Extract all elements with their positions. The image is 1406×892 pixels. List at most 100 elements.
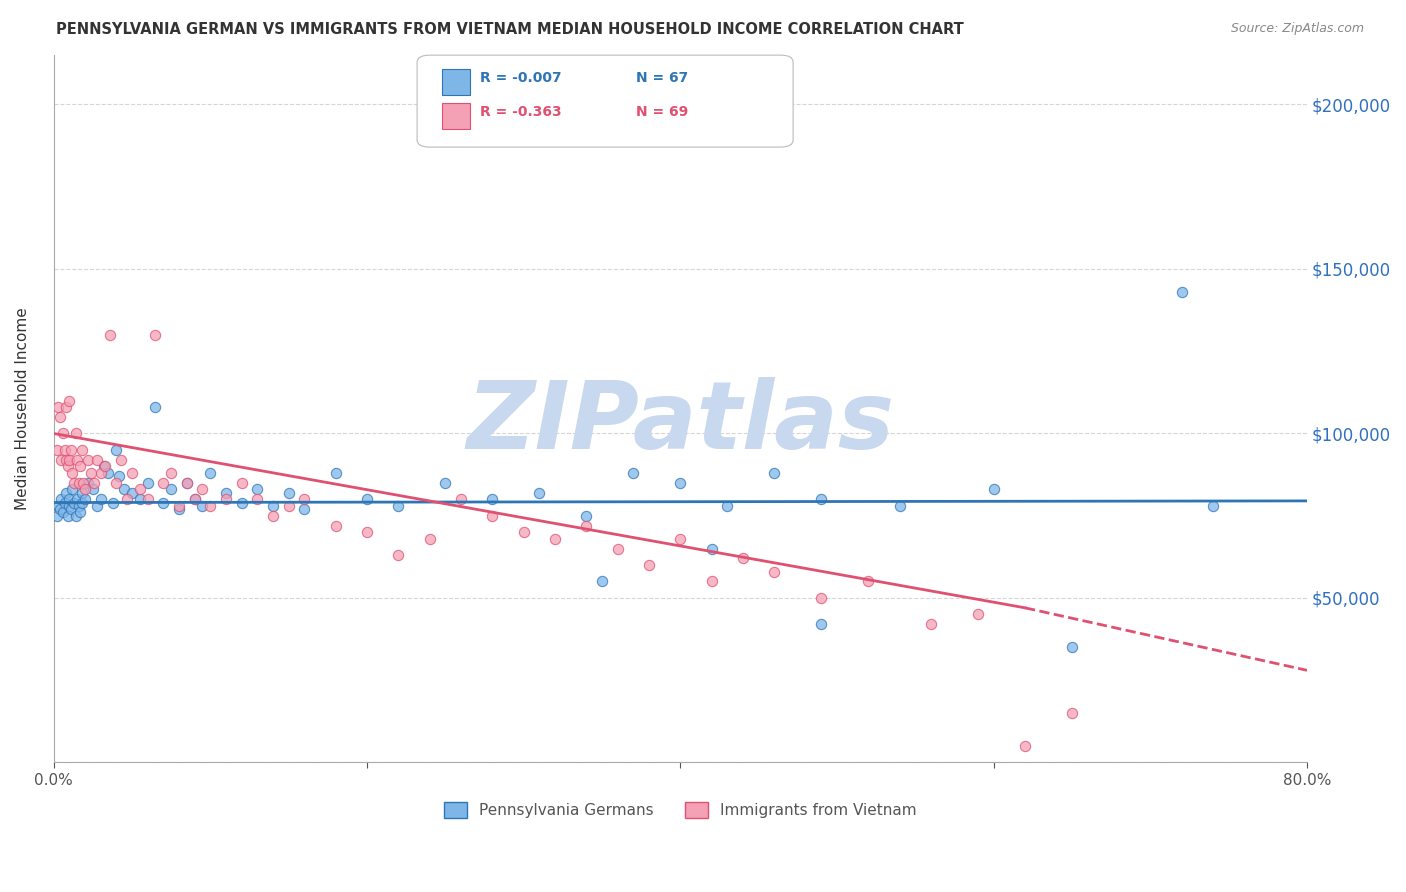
Point xyxy=(292,492,315,507)
Point xyxy=(69,505,91,519)
Point xyxy=(1014,739,1036,753)
Point xyxy=(90,492,112,507)
Point xyxy=(108,469,131,483)
Point xyxy=(716,499,738,513)
Point xyxy=(72,475,94,490)
Point xyxy=(46,400,69,414)
Point xyxy=(82,483,104,497)
Point xyxy=(356,492,378,507)
Point xyxy=(167,499,190,513)
FancyBboxPatch shape xyxy=(418,55,793,147)
Point xyxy=(145,327,167,342)
Point xyxy=(66,492,89,507)
Point xyxy=(128,483,150,497)
Point xyxy=(49,410,72,425)
Point xyxy=(62,466,84,480)
Point xyxy=(67,475,90,490)
Point xyxy=(215,492,238,507)
Point xyxy=(176,475,198,490)
Point xyxy=(69,459,91,474)
Point xyxy=(45,508,67,523)
Point xyxy=(59,502,82,516)
Point xyxy=(136,475,159,490)
Point xyxy=(889,499,911,513)
Point xyxy=(419,532,441,546)
Point xyxy=(575,508,598,523)
Point xyxy=(73,492,96,507)
Point xyxy=(94,459,117,474)
Point xyxy=(246,483,269,497)
Point xyxy=(121,485,143,500)
Point xyxy=(46,499,69,513)
Text: PENNSYLVANIA GERMAN VS IMMIGRANTS FROM VIETNAM MEDIAN HOUSEHOLD INCOME CORRELATI: PENNSYLVANIA GERMAN VS IMMIGRANTS FROM V… xyxy=(56,22,965,37)
Point xyxy=(70,442,93,457)
Point xyxy=(45,442,67,457)
Point xyxy=(58,452,80,467)
Point xyxy=(325,518,347,533)
Point xyxy=(77,452,100,467)
Point xyxy=(152,475,174,490)
Point xyxy=(80,466,103,480)
Point xyxy=(277,485,299,500)
Point xyxy=(121,466,143,480)
Point xyxy=(1202,499,1225,513)
Point xyxy=(544,532,567,546)
Point xyxy=(66,452,89,467)
Text: ZIPatlas: ZIPatlas xyxy=(467,377,894,469)
Point xyxy=(62,483,84,497)
Point xyxy=(51,452,73,467)
Point xyxy=(450,492,472,507)
Point xyxy=(63,475,86,490)
Text: Source: ZipAtlas.com: Source: ZipAtlas.com xyxy=(1230,22,1364,36)
Point xyxy=(1170,285,1192,299)
Point xyxy=(669,475,692,490)
Point xyxy=(176,475,198,490)
Bar xyxy=(441,69,470,95)
Point xyxy=(152,495,174,509)
Point xyxy=(90,466,112,480)
Text: R = -0.363: R = -0.363 xyxy=(479,104,561,119)
Point xyxy=(810,492,832,507)
Point xyxy=(731,551,754,566)
Point xyxy=(58,499,80,513)
Point xyxy=(262,499,284,513)
Point xyxy=(65,426,87,441)
Point xyxy=(56,508,79,523)
Text: R = -0.007: R = -0.007 xyxy=(479,70,561,85)
Point xyxy=(160,466,183,480)
Y-axis label: Median Household Income: Median Household Income xyxy=(15,308,30,510)
Point xyxy=(52,505,75,519)
Point xyxy=(73,483,96,497)
Point xyxy=(67,499,90,513)
Point xyxy=(387,548,409,562)
Point xyxy=(621,466,644,480)
Point xyxy=(810,617,832,632)
Point xyxy=(920,617,942,632)
Point xyxy=(512,525,534,540)
Point xyxy=(191,483,214,497)
Point xyxy=(983,483,1005,497)
Point xyxy=(700,574,723,589)
Point xyxy=(606,541,628,556)
Point xyxy=(53,495,76,509)
Point xyxy=(669,532,692,546)
Point xyxy=(387,499,409,513)
Point xyxy=(200,466,222,480)
Point xyxy=(59,442,82,457)
Legend: Pennsylvania Germans, Immigrants from Vietnam: Pennsylvania Germans, Immigrants from Vi… xyxy=(437,794,924,825)
Point xyxy=(575,518,598,533)
Point xyxy=(52,426,75,441)
Point xyxy=(58,492,80,507)
Point xyxy=(51,492,73,507)
Point xyxy=(967,607,990,622)
Point xyxy=(231,475,253,490)
Point xyxy=(117,492,139,507)
Point xyxy=(700,541,723,556)
Point xyxy=(481,492,503,507)
Point xyxy=(292,502,315,516)
Point xyxy=(128,492,150,507)
Point xyxy=(434,475,457,490)
Point xyxy=(277,499,299,513)
Point xyxy=(1060,640,1083,655)
Point xyxy=(763,466,786,480)
